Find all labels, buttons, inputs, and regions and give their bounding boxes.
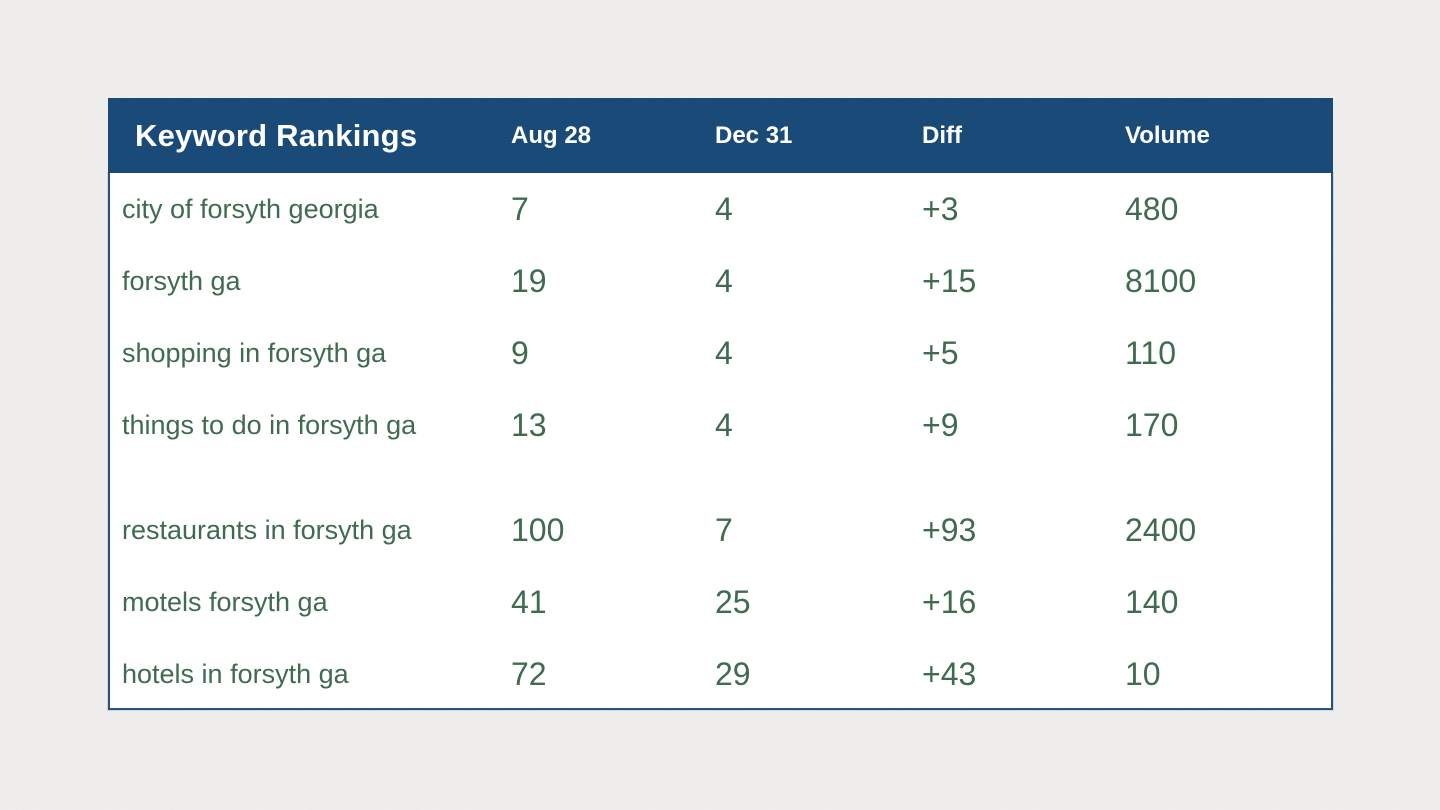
column-header-volume: Volume <box>1125 121 1210 149</box>
value-cell: +93 <box>922 511 977 548</box>
value-cell: 7 <box>511 190 529 227</box>
table-title: Keyword Rankings <box>135 117 418 153</box>
value-cell: 480 <box>1125 190 1179 227</box>
value-cell: 4 <box>715 406 733 443</box>
value-cell: +9 <box>922 406 959 443</box>
keyword-cell: motels forsyth ga <box>122 586 328 617</box>
row-group-spacer <box>110 461 1331 494</box>
table-row: city of forsyth georgia 7 4 +3 480 <box>110 173 1331 245</box>
column-header-diff: Diff <box>922 121 962 149</box>
value-cell: 140 <box>1125 583 1179 620</box>
table-row: motels forsyth ga 41 25 +16 140 <box>110 566 1331 638</box>
value-cell: 9 <box>511 334 529 371</box>
keyword-rankings-table: Keyword Rankings Aug 28 Dec 31 Diff Volu… <box>108 98 1333 710</box>
value-cell: 41 <box>511 583 547 620</box>
table-row: restaurants in forsyth ga 100 7 +93 2400 <box>110 494 1331 566</box>
value-cell: 25 <box>715 583 751 620</box>
value-cell: 4 <box>715 262 733 299</box>
value-cell: 100 <box>511 511 565 548</box>
keyword-cell: restaurants in forsyth ga <box>122 514 412 545</box>
table-row: things to do in forsyth ga 13 4 +9 170 <box>110 389 1331 461</box>
table-row: forsyth ga 19 4 +15 8100 <box>110 245 1331 317</box>
value-cell: 29 <box>715 655 751 692</box>
value-cell: +5 <box>922 334 959 371</box>
value-cell: 10 <box>1125 655 1161 692</box>
table-row: shopping in forsyth ga 9 4 +5 110 <box>110 317 1331 389</box>
table-header-row: Keyword Rankings Aug 28 Dec 31 Diff Volu… <box>108 98 1333 173</box>
table-body: city of forsyth georgia 7 4 +3 480 forsyth ga… <box>108 173 1333 710</box>
value-cell: 19 <box>511 262 547 299</box>
value-cell: +15 <box>922 262 977 299</box>
column-header-aug-28: Aug 28 <box>511 121 592 149</box>
keyword-cell: hotels in forsyth ga <box>122 658 349 689</box>
value-cell: 72 <box>511 655 547 692</box>
value-cell: 110 <box>1125 334 1177 371</box>
value-cell: 13 <box>511 406 547 443</box>
value-cell: 2400 <box>1125 511 1197 548</box>
keyword-cell: forsyth ga <box>122 265 241 296</box>
keyword-cell: things to do in forsyth ga <box>122 409 417 440</box>
value-cell: 170 <box>1125 406 1179 443</box>
keyword-cell: shopping in forsyth ga <box>122 337 387 368</box>
value-cell: 8100 <box>1125 262 1197 299</box>
value-cell: 7 <box>715 511 733 548</box>
table-row: hotels in forsyth ga 72 29 +43 10 <box>110 638 1331 710</box>
value-cell: 4 <box>715 334 733 371</box>
keyword-cell: city of forsyth georgia <box>122 193 379 224</box>
value-cell: +43 <box>922 655 977 692</box>
value-cell: 4 <box>715 190 733 227</box>
value-cell: +16 <box>922 583 977 620</box>
column-header-dec-31: Dec 31 <box>715 121 793 149</box>
value-cell: +3 <box>922 190 959 227</box>
